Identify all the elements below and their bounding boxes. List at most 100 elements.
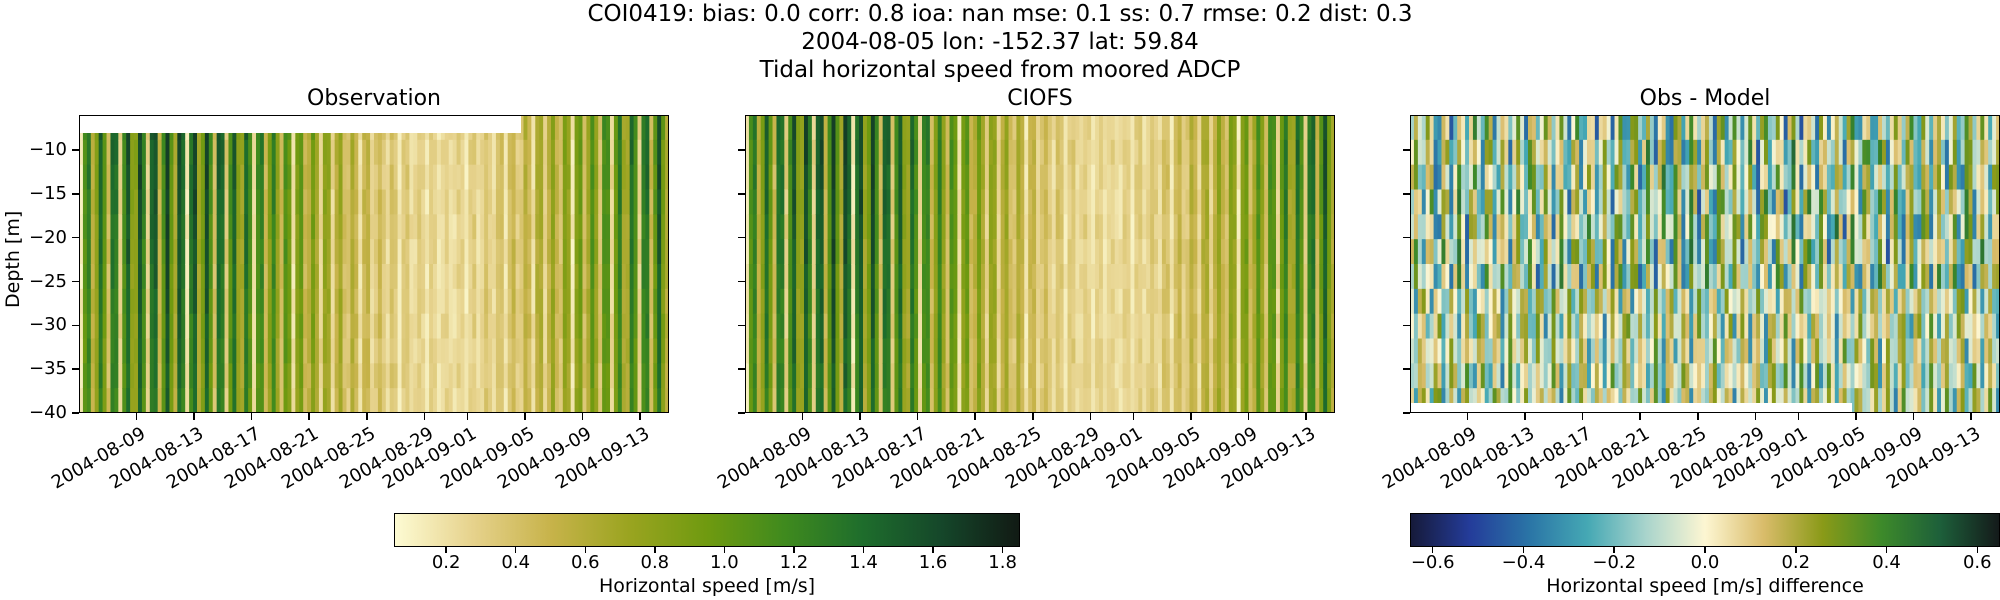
ax0-cell — [610, 363, 615, 389]
ax1-cell — [1232, 164, 1238, 191]
ax0-cell — [645, 264, 650, 290]
ax1-cell — [925, 214, 931, 240]
ax0-cell — [134, 313, 139, 340]
ax0-cell — [519, 313, 525, 340]
ax0-cell — [433, 338, 438, 364]
ax1-cell — [1059, 363, 1065, 389]
ax2-cell — [1701, 363, 1706, 389]
ax1-cell — [1295, 189, 1301, 215]
ax2-cell — [1579, 288, 1584, 315]
ax1-cell — [1036, 239, 1041, 265]
ax1-cell — [902, 189, 907, 215]
ax0-cell — [197, 164, 202, 191]
ax2-cell — [1712, 388, 1718, 413]
ax1-cell — [1126, 164, 1132, 191]
ax1-cell — [933, 338, 939, 364]
ax1-cell — [831, 189, 837, 215]
ax0-cell — [212, 189, 218, 215]
ax1-cell — [792, 313, 797, 340]
ax2-cell — [1410, 313, 1415, 340]
ax0-cell — [315, 264, 320, 290]
ax1-cell — [1024, 239, 1029, 265]
ax0-column — [594, 115, 599, 413]
ax0-cell — [185, 264, 190, 290]
ax0-cell — [562, 164, 568, 191]
ax0-cell — [429, 139, 434, 166]
ax2-cell — [1449, 288, 1454, 315]
ax1-cell — [1244, 239, 1250, 265]
ax0-cell — [649, 388, 654, 413]
ax1-cell — [1295, 388, 1301, 413]
ax0-cell — [122, 164, 127, 191]
ax1-cell — [1260, 313, 1265, 340]
ax1-cell — [1244, 214, 1250, 240]
ax2-cell — [1622, 313, 1627, 340]
ax1-cell — [1047, 189, 1053, 215]
ax0-cell — [625, 264, 631, 290]
ax1-column — [961, 115, 966, 413]
ax1-column — [1201, 115, 1206, 413]
ax0-cell — [641, 338, 646, 364]
ax0-cell — [322, 239, 328, 265]
ax0-cell — [228, 288, 233, 315]
ax1-cell — [1154, 288, 1159, 315]
ax1-cell — [1181, 264, 1187, 290]
ax2-cell — [1469, 239, 1474, 265]
ax1-cell — [819, 239, 825, 265]
ax1-cell — [937, 214, 943, 240]
ax1-cell — [1028, 139, 1033, 166]
ax2-cell — [1634, 338, 1639, 364]
ax0-cell — [271, 363, 277, 389]
ax2-cell — [1697, 264, 1702, 290]
ax0-column — [177, 115, 182, 413]
ax1-cell — [1016, 264, 1021, 290]
ax0-cell — [413, 239, 418, 265]
ax0-cell — [440, 139, 446, 166]
ax2-cell — [1539, 239, 1545, 265]
ax0-cell — [90, 363, 96, 389]
ax2-cell — [1693, 288, 1698, 315]
ax0-cell — [271, 338, 277, 364]
ax0-cell — [661, 214, 666, 240]
ax1-cell — [1319, 338, 1324, 364]
ax0-cell — [507, 313, 513, 340]
ax0-cell — [574, 164, 580, 191]
ax2-cell — [1547, 115, 1553, 141]
ax1-column — [874, 115, 880, 413]
ax1-cell — [1220, 164, 1226, 191]
ax2-cell — [1677, 189, 1682, 215]
ax0-cell — [275, 313, 281, 340]
ax1-cell — [890, 214, 896, 240]
ax0-cell — [472, 139, 477, 166]
ax1-cell — [929, 288, 935, 315]
ax2-cell — [1457, 338, 1462, 364]
ax1-cell — [933, 189, 939, 215]
ax1-cell — [1177, 189, 1183, 215]
ax1-cell — [752, 338, 758, 364]
ax0-cell — [558, 264, 564, 290]
ax0-cell — [318, 164, 324, 191]
ax1-cell — [961, 164, 966, 191]
ax2-cell — [1417, 288, 1423, 315]
ax0-cell — [181, 288, 186, 315]
ax0-cell — [633, 264, 639, 290]
ax0-cell — [539, 214, 544, 240]
ax0-column — [98, 115, 104, 413]
ax0-cell — [511, 363, 517, 389]
ax1-cell — [1260, 264, 1265, 290]
ax0-cell — [157, 214, 163, 240]
ax2-cell — [1563, 164, 1568, 191]
ax1-cell — [827, 214, 833, 240]
ax2-cell — [1563, 338, 1568, 364]
ax1-cell — [894, 363, 899, 389]
ax0-cell — [511, 288, 517, 315]
ax0-cell — [444, 313, 450, 340]
ax0-cell — [303, 189, 308, 215]
ax2-cell — [1697, 139, 1702, 166]
ax2-cell — [1598, 189, 1604, 215]
ax0-cell — [551, 313, 556, 340]
ax1-cell — [1252, 338, 1257, 364]
ax1-cell — [1303, 239, 1309, 265]
ax1-cell — [1252, 388, 1257, 413]
ax1-column — [1291, 115, 1297, 413]
